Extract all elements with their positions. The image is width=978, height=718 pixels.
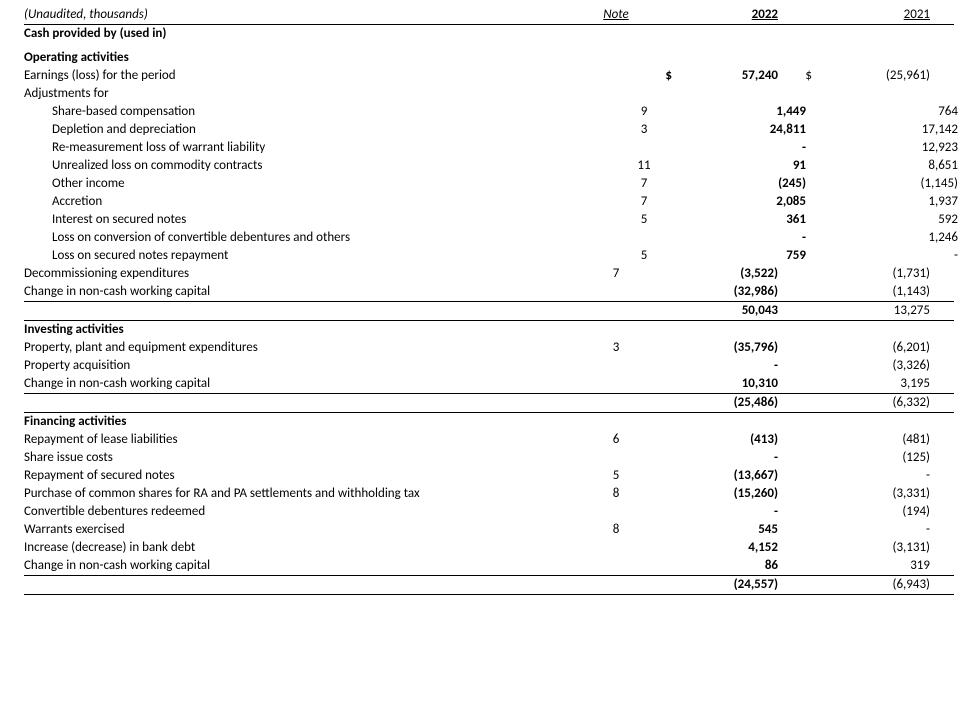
section-financing: Financing activities <box>24 413 954 431</box>
row-sbc: Share-based compensation 9 1,449 764 <box>24 103 954 121</box>
row-rep-sec: Repayment of secured notes 5 (13,667) - <box>24 467 954 485</box>
caption: (Unaudited, thousands) <box>24 6 588 24</box>
row-earnings: Earnings (loss) for the period $ 57,240 … <box>24 67 954 85</box>
row-ppe: Property, plant and equipment expenditur… <box>24 339 954 357</box>
row-unreal: Unrealized loss on commodity contracts 1… <box>24 157 954 175</box>
row-decomm: Decommissioning expenditures 7 (3,522) (… <box>24 265 954 283</box>
row-depl: Depletion and depreciation 3 24,811 17,1… <box>24 121 954 139</box>
table-header-row: (Unaudited, thousands) Note 2022 2021 <box>24 6 954 25</box>
row-purch-shares: Purchase of common shares for RA and PA … <box>24 485 954 503</box>
row-chg-inv: Change in non-cash working capital 10,31… <box>24 375 954 394</box>
row-loss-conv: Loss on conversion of convertible debent… <box>24 229 954 247</box>
row-op-subtotal: 50,043 13,275 <box>24 302 954 321</box>
row-warr-ex: Warrants exercised 8 545 - <box>24 521 954 539</box>
row-rep-lease: Repayment of lease liabilities 6 (413) (… <box>24 431 954 449</box>
col-year-2: 2021 <box>812 6 936 24</box>
section-investing: Investing activities <box>24 321 954 339</box>
row-share-costs: Share issue costs - (125) <box>24 449 954 467</box>
section-cash: Cash provided by (used in) <box>24 25 954 43</box>
row-remeas: Re-measurement loss of warrant liability… <box>24 139 954 157</box>
row-inv-subtotal: (25,486) (6,332) <box>24 394 954 413</box>
col-year-1: 2022 <box>672 6 784 24</box>
section-operating: Operating activities <box>24 49 954 67</box>
row-prop-acq: Property acquisition - (3,326) <box>24 357 954 375</box>
row-other-inc: Other income 7 (245) (1,145) <box>24 175 954 193</box>
row-adjustments-for: Adjustments for <box>24 85 954 103</box>
row-fin-subtotal: (24,557) (6,943) <box>24 576 954 595</box>
row-accretion: Accretion 7 2,085 1,937 <box>24 193 954 211</box>
row-conv-red: Convertible debentures redeemed - (194) <box>24 503 954 521</box>
row-chg-fin: Change in non-cash working capital 86 31… <box>24 557 954 576</box>
row-loss-sec-rep: Loss on secured notes repayment 5 759 - <box>24 247 954 265</box>
col-note: Note <box>588 6 644 24</box>
row-chg-op: Change in non-cash working capital (32,9… <box>24 283 954 302</box>
row-bank-debt: Increase (decrease) in bank debt 4,152 (… <box>24 539 954 557</box>
row-int-sec: Interest on secured notes 5 361 592 <box>24 211 954 229</box>
